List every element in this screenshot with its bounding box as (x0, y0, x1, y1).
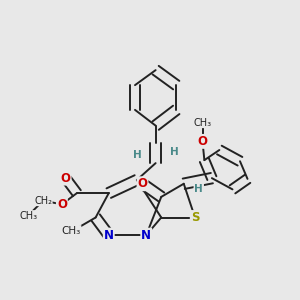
Text: S: S (191, 211, 199, 224)
Text: H: H (170, 147, 179, 157)
Text: N: N (104, 229, 114, 242)
Text: H: H (133, 150, 141, 160)
Text: O: O (197, 135, 208, 148)
Text: O: O (61, 172, 70, 184)
Text: CH₃: CH₃ (61, 226, 81, 236)
Text: O: O (57, 198, 67, 211)
Text: CH₃: CH₃ (194, 118, 211, 128)
Text: H: H (194, 184, 203, 194)
Text: N: N (141, 229, 151, 242)
Text: O: O (137, 177, 148, 190)
Text: CH₂: CH₂ (34, 196, 52, 206)
Text: CH₃: CH₃ (19, 211, 37, 220)
